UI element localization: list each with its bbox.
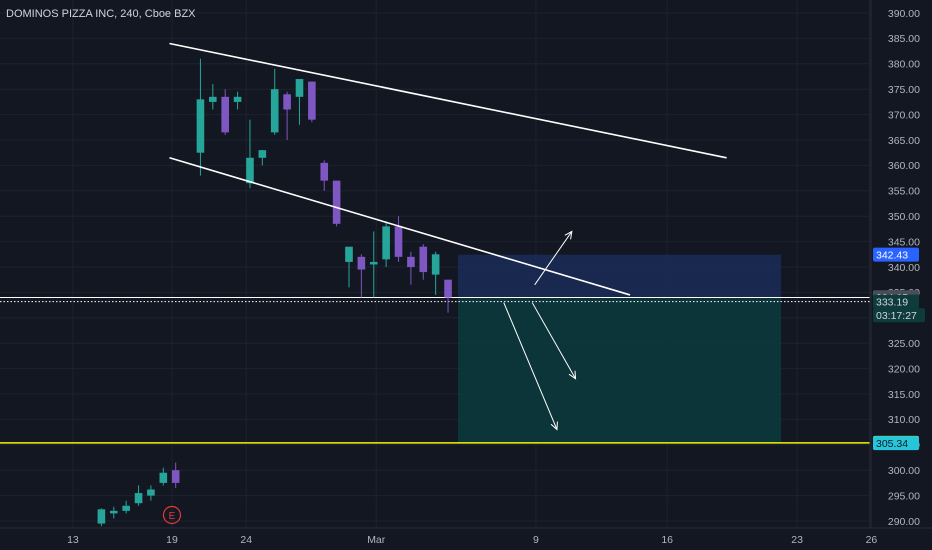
candle-body [419, 246, 428, 273]
candle-body [394, 226, 403, 257]
y-tick-label: 350.00 [888, 211, 920, 223]
candle-body [209, 96, 217, 102]
price-badge-label: 333.19 [876, 296, 908, 308]
x-tick-label: 23 [791, 534, 803, 546]
x-tick-label: Mar [367, 534, 386, 546]
candle-body [258, 150, 267, 158]
candle-body [122, 505, 130, 511]
y-tick-label: 310.00 [888, 414, 920, 426]
candle-body [345, 246, 353, 262]
candle-body [308, 81, 316, 120]
arrow-head [550, 421, 558, 431]
trend-line [169, 42, 727, 159]
drawings[interactable] [169, 42, 727, 431]
horizontal-lines[interactable] [0, 296, 870, 444]
candles [97, 58, 452, 527]
arrow-line [503, 302, 558, 430]
y-tick-label: 365.00 [888, 135, 920, 147]
arrow-line [534, 231, 573, 286]
price-badge-bg [873, 436, 919, 451]
candle-body [147, 489, 155, 496]
y-tick-label: 295.00 [888, 490, 920, 502]
y-tick-label: 325.00 [888, 338, 920, 350]
price-badge-label: 03:17:27 [876, 310, 917, 322]
y-tick-label: 390.00 [888, 8, 920, 20]
candle-body [109, 510, 118, 514]
candle-body [270, 89, 279, 133]
y-tick-label: 300.00 [888, 465, 920, 477]
y-tick-label: 290.00 [888, 516, 920, 528]
earnings-marker-circle [162, 505, 182, 525]
candle-body [444, 279, 452, 298]
x-tick-label: 9 [533, 534, 539, 546]
take-profit-zone [457, 297, 782, 443]
price-badge-label: 342.43 [876, 249, 908, 261]
candle-body [159, 472, 168, 483]
x-tick-label: 19 [166, 534, 178, 546]
candle-body [246, 157, 254, 184]
x-tick-label: 13 [67, 534, 79, 546]
price-badge-label: 305.34 [876, 438, 908, 450]
candle-body [283, 94, 291, 110]
stop-loss-zone [457, 254, 782, 298]
x-tick-label: 16 [661, 534, 673, 546]
y-tick-label: 320.00 [888, 363, 920, 375]
price-badge-bg [873, 308, 925, 323]
y-tick-label: 345.00 [888, 236, 920, 248]
candle-body [369, 261, 378, 265]
position-zones[interactable] [457, 254, 782, 443]
earnings-marker-label: E [169, 511, 176, 522]
candle-body [407, 256, 415, 267]
arrow-line [531, 302, 576, 380]
candle-body [382, 226, 390, 260]
candle-body [295, 79, 304, 97]
y-tick-label: 315.00 [888, 389, 920, 401]
y-tick-label: 380.00 [888, 59, 920, 71]
candle-body [233, 96, 242, 102]
y-tick-label: 370.00 [888, 109, 920, 121]
y-tick-label: 340.00 [888, 262, 920, 274]
chart-title: DOMINOS PIZZA INC, 240, Cboe BZX [6, 8, 196, 20]
candle-body [357, 256, 366, 270]
trend-line [169, 157, 631, 296]
x-tick-label: 24 [240, 534, 252, 546]
time-axis[interactable]: 10131924Mar9162326 [0, 534, 877, 546]
arrow-head [564, 230, 573, 240]
candle-body [97, 509, 106, 524]
candle-body [134, 493, 143, 504]
y-tick-label: 360.00 [888, 160, 920, 172]
y-tick-label: 375.00 [888, 84, 920, 96]
candle-body [171, 470, 180, 483]
x-tick-label: 26 [866, 534, 878, 546]
price-badges: 342.43334.00334.05333.1903:17:27305.3830… [873, 247, 925, 451]
candle-body [196, 99, 205, 153]
y-tick-label: 385.00 [888, 33, 920, 45]
candle-body [221, 96, 229, 133]
price-badge-bg [873, 247, 919, 262]
arrow-head [568, 370, 577, 380]
candle-body [320, 162, 329, 181]
candle-body [431, 254, 440, 275]
y-tick-label: 355.00 [888, 186, 920, 198]
price-badge-bg [873, 294, 919, 309]
candle-body [332, 180, 341, 224]
earnings-event[interactable]: E [162, 505, 182, 525]
